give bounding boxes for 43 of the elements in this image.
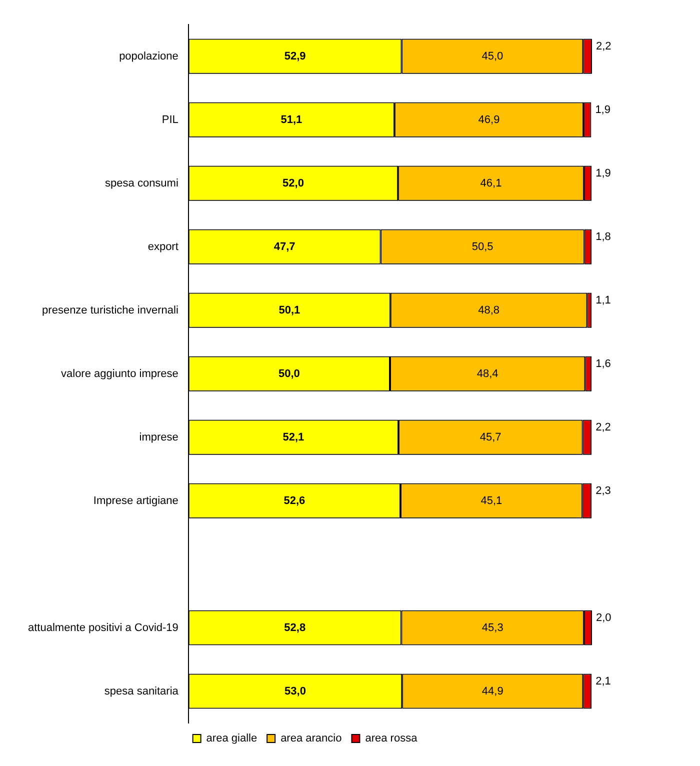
data-label: 50,0: [278, 368, 300, 380]
data-label: 52,8: [284, 622, 306, 634]
data-label: 45,1: [480, 494, 502, 507]
data-label: 52,9: [284, 50, 306, 62]
y-tick-label: valore aggiunto imprese: [61, 368, 178, 380]
data-label: 50,1: [278, 304, 300, 316]
legend-label: area gialle: [206, 732, 258, 745]
data-label: 52,0: [282, 177, 304, 190]
data-label: 53,0: [284, 685, 306, 698]
data-label: 2,2: [596, 40, 612, 52]
data-label: 46,1: [480, 177, 502, 190]
y-tick-label: imprese: [139, 431, 178, 444]
y-tick-label: PIL: [162, 114, 178, 126]
data-label: 2,0: [596, 612, 612, 624]
data-label: 1,9: [595, 104, 610, 116]
data-label: 52,1: [282, 431, 304, 444]
data-label: 1,9: [596, 167, 611, 180]
legend-label: area rossa: [365, 732, 418, 745]
y-tick-label: export: [148, 240, 178, 253]
data-label: 1,1: [596, 294, 611, 306]
data-label: 48,8: [478, 304, 500, 316]
y-tick-label: spesa consumi: [105, 177, 178, 190]
data-label: 1,6: [596, 358, 611, 370]
data-label: 46,9: [478, 114, 500, 126]
y-tick-label: spesa sanitaria: [104, 685, 180, 698]
y-tick-label: Imprese artigiane: [93, 494, 178, 507]
data-label: 51,1: [280, 114, 302, 126]
data-label: 1,8: [596, 230, 611, 243]
legend-label: area arancio: [280, 732, 342, 745]
data-label: 2,2: [596, 421, 611, 434]
data-label: 52,6: [284, 494, 306, 507]
data-label: 2,1: [596, 675, 611, 688]
data-label: 45,0: [482, 50, 504, 62]
y-tick-label: popolazione: [119, 50, 178, 62]
y-tick-label: attualmente positivi a Covid-19: [28, 622, 178, 634]
data-label: 44,9: [482, 685, 504, 698]
data-label: 47,7: [274, 240, 296, 253]
data-label: 2,3: [596, 484, 611, 497]
data-label: 48,4: [476, 368, 498, 380]
y-tick-label: presenze turistiche invernali: [42, 304, 178, 316]
data-label: 50,5: [472, 240, 494, 253]
data-label: 45,3: [482, 622, 504, 634]
data-label: 45,7: [480, 431, 502, 444]
